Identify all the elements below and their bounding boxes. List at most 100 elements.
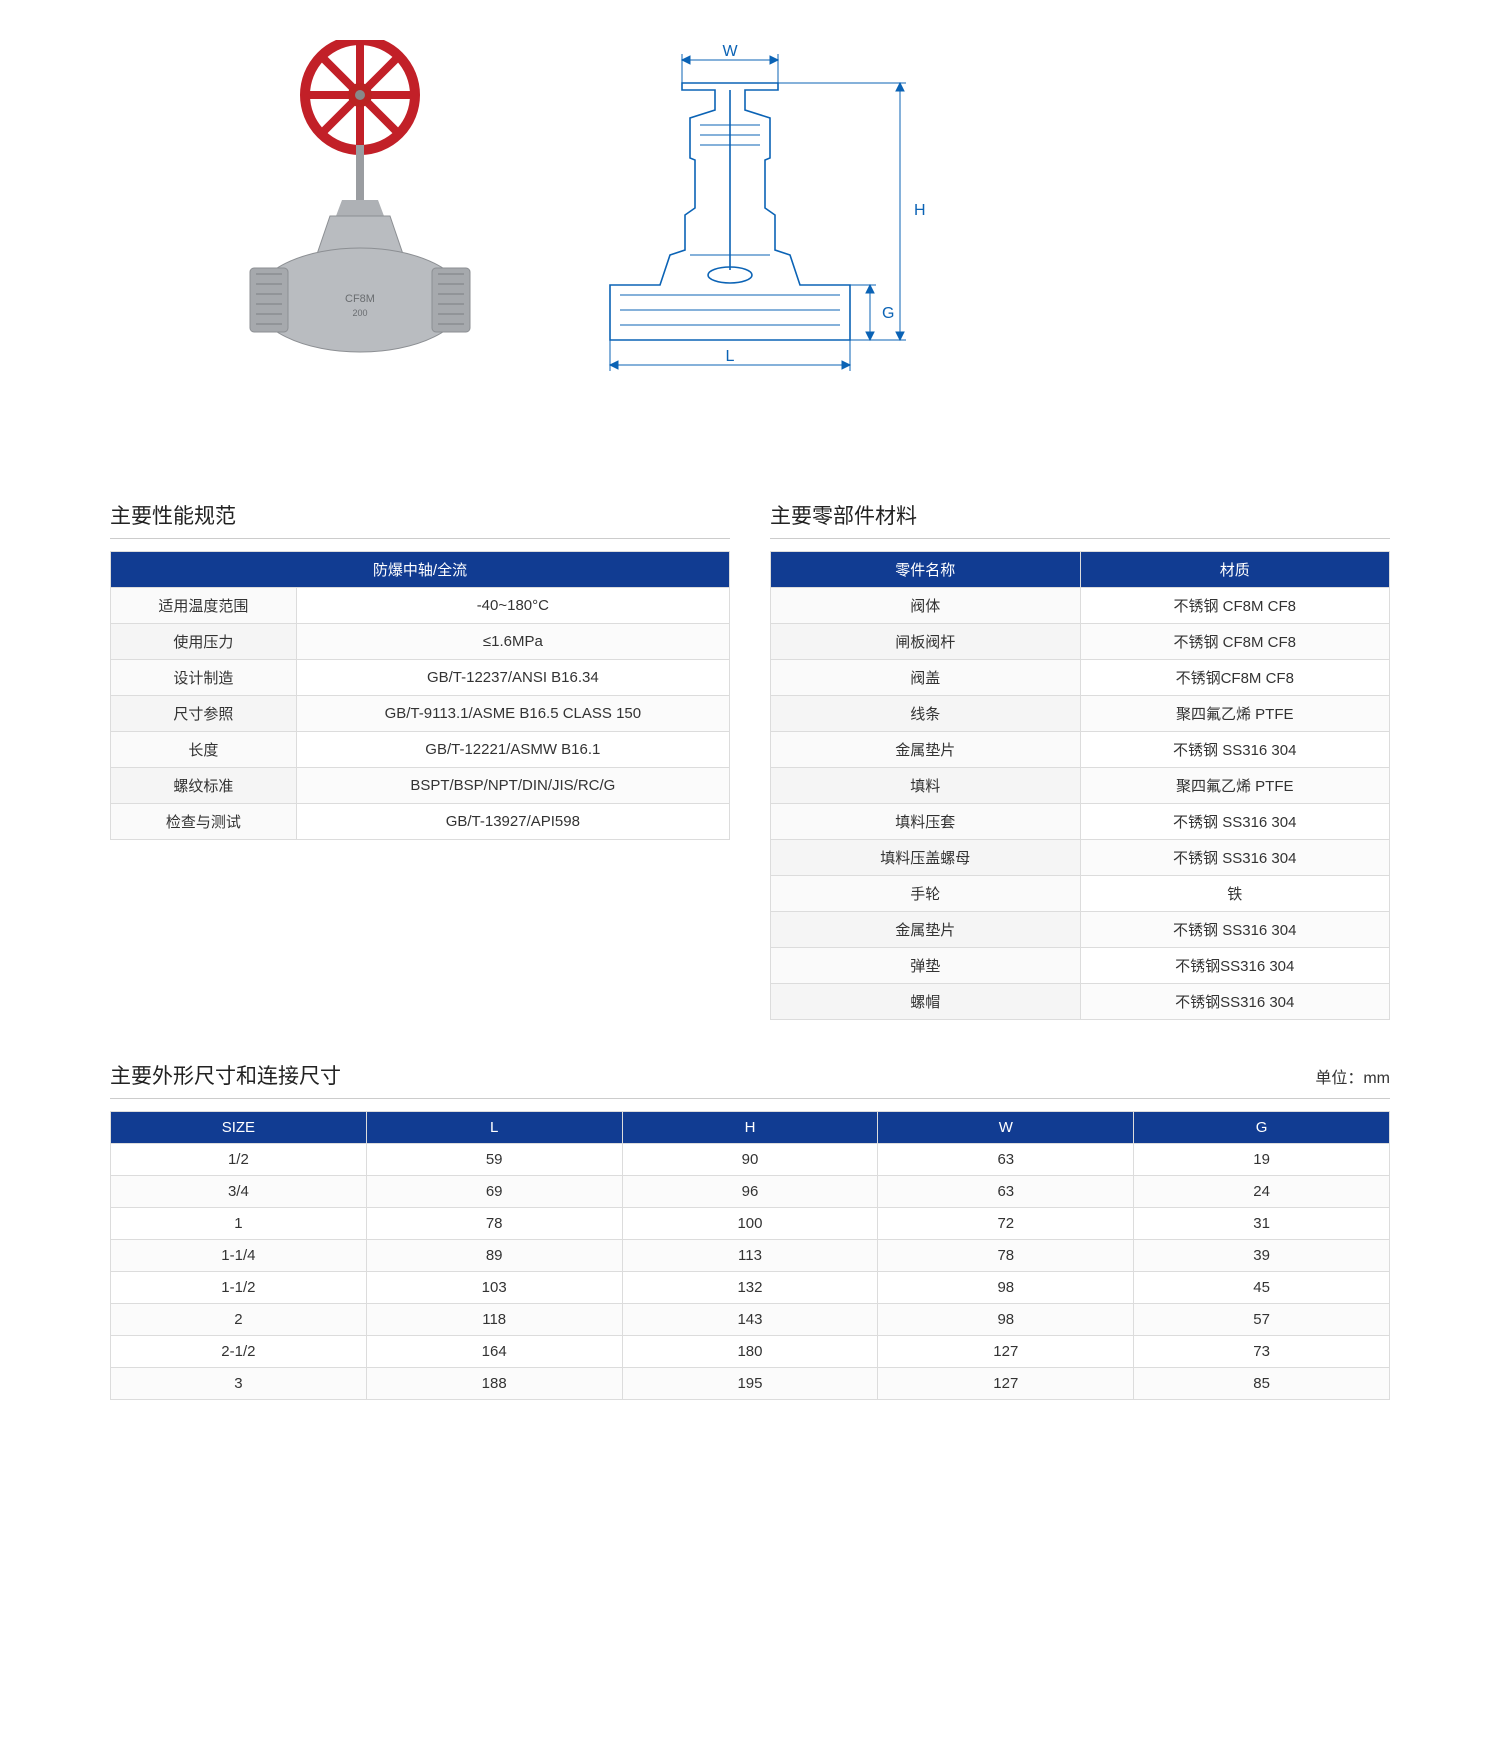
dims-cell: 24 (1134, 1176, 1390, 1208)
dims-cell: 72 (878, 1208, 1134, 1240)
dimensions-title: 主要外形尺寸和连接尺寸 (110, 1060, 341, 1090)
dim-label-G: G (882, 305, 894, 322)
part-name: 金属垫片 (771, 732, 1081, 768)
dims-cell: 98 (878, 1304, 1134, 1336)
spec-val: ≤1.6MPa (296, 624, 729, 660)
part-name: 填料压盖螺母 (771, 840, 1081, 876)
table-row: 线条聚四氟乙烯 PTFE (771, 696, 1390, 732)
table-row: 阀体不锈钢 CF8M CF8 (771, 588, 1390, 624)
spec-key: 螺纹标准 (111, 768, 297, 804)
spec-key: 检查与测试 (111, 804, 297, 840)
part-mat: 铁 (1080, 876, 1390, 912)
table-row: 使用压力≤1.6MPa (111, 624, 730, 660)
dims-cell: 78 (366, 1208, 622, 1240)
mat-header-name: 零件名称 (771, 552, 1081, 588)
part-name: 闸板阀杆 (771, 624, 1081, 660)
dims-cell: 180 (622, 1336, 878, 1368)
dims-cell: 2 (111, 1304, 367, 1336)
dims-cell: 63 (878, 1176, 1134, 1208)
product-images-row: CF8M 200 W H (210, 40, 1390, 380)
spec-val: -40~180°C (296, 588, 729, 624)
dims-cell: 3/4 (111, 1176, 367, 1208)
dim-label-L: L (726, 348, 735, 365)
table-row: 适用温度范围-40~180°C (111, 588, 730, 624)
dims-cell: 127 (878, 1368, 1134, 1400)
table-row: 3/469966324 (111, 1176, 1390, 1208)
table-row: 螺帽不锈钢SS316 304 (771, 984, 1390, 1020)
dims-cell: 188 (366, 1368, 622, 1400)
part-name: 线条 (771, 696, 1081, 732)
spec-key: 适用温度范围 (111, 588, 297, 624)
spec-key: 使用压力 (111, 624, 297, 660)
table-row: 弹垫不锈钢SS316 304 (771, 948, 1390, 984)
spec-val: GB/T-12221/ASMW B16.1 (296, 732, 729, 768)
dims-header: H (622, 1112, 878, 1144)
dims-cell: 127 (878, 1336, 1134, 1368)
dims-cell: 96 (622, 1176, 878, 1208)
dims-header: L (366, 1112, 622, 1144)
dims-cell: 73 (1134, 1336, 1390, 1368)
dims-cell: 164 (366, 1336, 622, 1368)
dims-cell: 1/2 (111, 1144, 367, 1176)
svg-text:200: 200 (352, 308, 367, 318)
dims-cell: 59 (366, 1144, 622, 1176)
table-row: 尺寸参照GB/T-9113.1/ASME B16.5 CLASS 150 (111, 696, 730, 732)
spec-title: 主要性能规范 (110, 500, 730, 539)
part-mat: 不锈钢 SS316 304 (1080, 804, 1390, 840)
table-row: 金属垫片不锈钢 SS316 304 (771, 912, 1390, 948)
dims-cell: 3 (111, 1368, 367, 1400)
table-row: 21181439857 (111, 1304, 1390, 1336)
product-photo-icon: CF8M 200 (210, 40, 510, 370)
mat-header-material: 材质 (1080, 552, 1390, 588)
spec-val: BSPT/BSP/NPT/DIN/JIS/RC/G (296, 768, 729, 804)
spec-section: 主要性能规范 防爆中轴/全流 适用温度范围-40~180°C使用压力≤1.6MP… (110, 500, 730, 840)
dims-cell: 45 (1134, 1272, 1390, 1304)
part-name: 螺帽 (771, 984, 1081, 1020)
dim-label-H: H (914, 202, 926, 219)
table-row: 318819512785 (111, 1368, 1390, 1400)
dims-header: SIZE (111, 1112, 367, 1144)
part-mat: 不锈钢 CF8M CF8 (1080, 588, 1390, 624)
dims-cell: 132 (622, 1272, 878, 1304)
table-row: 填料压盖螺母不锈钢 SS316 304 (771, 840, 1390, 876)
materials-title: 主要零部件材料 (770, 500, 1390, 539)
table-row: 金属垫片不锈钢 SS316 304 (771, 732, 1390, 768)
spec-val: GB/T-13927/API598 (296, 804, 729, 840)
table-row: 设计制造GB/T-12237/ANSI B16.34 (111, 660, 730, 696)
dims-cell: 19 (1134, 1144, 1390, 1176)
part-mat: 不锈钢SS316 304 (1080, 984, 1390, 1020)
dim-label-W: W (722, 43, 738, 60)
dims-cell: 143 (622, 1304, 878, 1336)
table-row: 填料压套不锈钢 SS316 304 (771, 804, 1390, 840)
dims-cell: 118 (366, 1304, 622, 1336)
part-mat: 不锈钢 CF8M CF8 (1080, 624, 1390, 660)
part-mat: 不锈钢 SS316 304 (1080, 840, 1390, 876)
spec-key: 长度 (111, 732, 297, 768)
table-row: 闸板阀杆不锈钢 CF8M CF8 (771, 624, 1390, 660)
dimensions-section: 主要外形尺寸和连接尺寸 单位：mm SIZELHWG 1/2599063193/… (110, 1060, 1390, 1400)
spec-val: GB/T-12237/ANSI B16.34 (296, 660, 729, 696)
dims-header: G (1134, 1112, 1390, 1144)
dims-cell: 103 (366, 1272, 622, 1304)
svg-text:CF8M: CF8M (345, 293, 375, 305)
dims-cell: 98 (878, 1272, 1134, 1304)
part-mat: 不锈钢 SS316 304 (1080, 732, 1390, 768)
table-row: 填料聚四氟乙烯 PTFE (771, 768, 1390, 804)
spec-header: 防爆中轴/全流 (111, 552, 730, 588)
technical-drawing-icon: W H G L (570, 40, 950, 380)
dimensions-unit: 单位：mm (1315, 1064, 1390, 1088)
dims-cell: 1-1/4 (111, 1240, 367, 1272)
dims-cell: 63 (878, 1144, 1134, 1176)
table-row: 1781007231 (111, 1208, 1390, 1240)
table-row: 检查与测试GB/T-13927/API598 (111, 804, 730, 840)
table-row: 长度GB/T-12221/ASMW B16.1 (111, 732, 730, 768)
dims-cell: 89 (366, 1240, 622, 1272)
table-row: 阀盖不锈钢CF8M CF8 (771, 660, 1390, 696)
dims-header: W (878, 1112, 1134, 1144)
part-mat: 聚四氟乙烯 PTFE (1080, 696, 1390, 732)
part-name: 填料压套 (771, 804, 1081, 840)
table-row: 1-1/4891137839 (111, 1240, 1390, 1272)
dims-cell: 2-1/2 (111, 1336, 367, 1368)
dims-cell: 78 (878, 1240, 1134, 1272)
dims-cell: 113 (622, 1240, 878, 1272)
